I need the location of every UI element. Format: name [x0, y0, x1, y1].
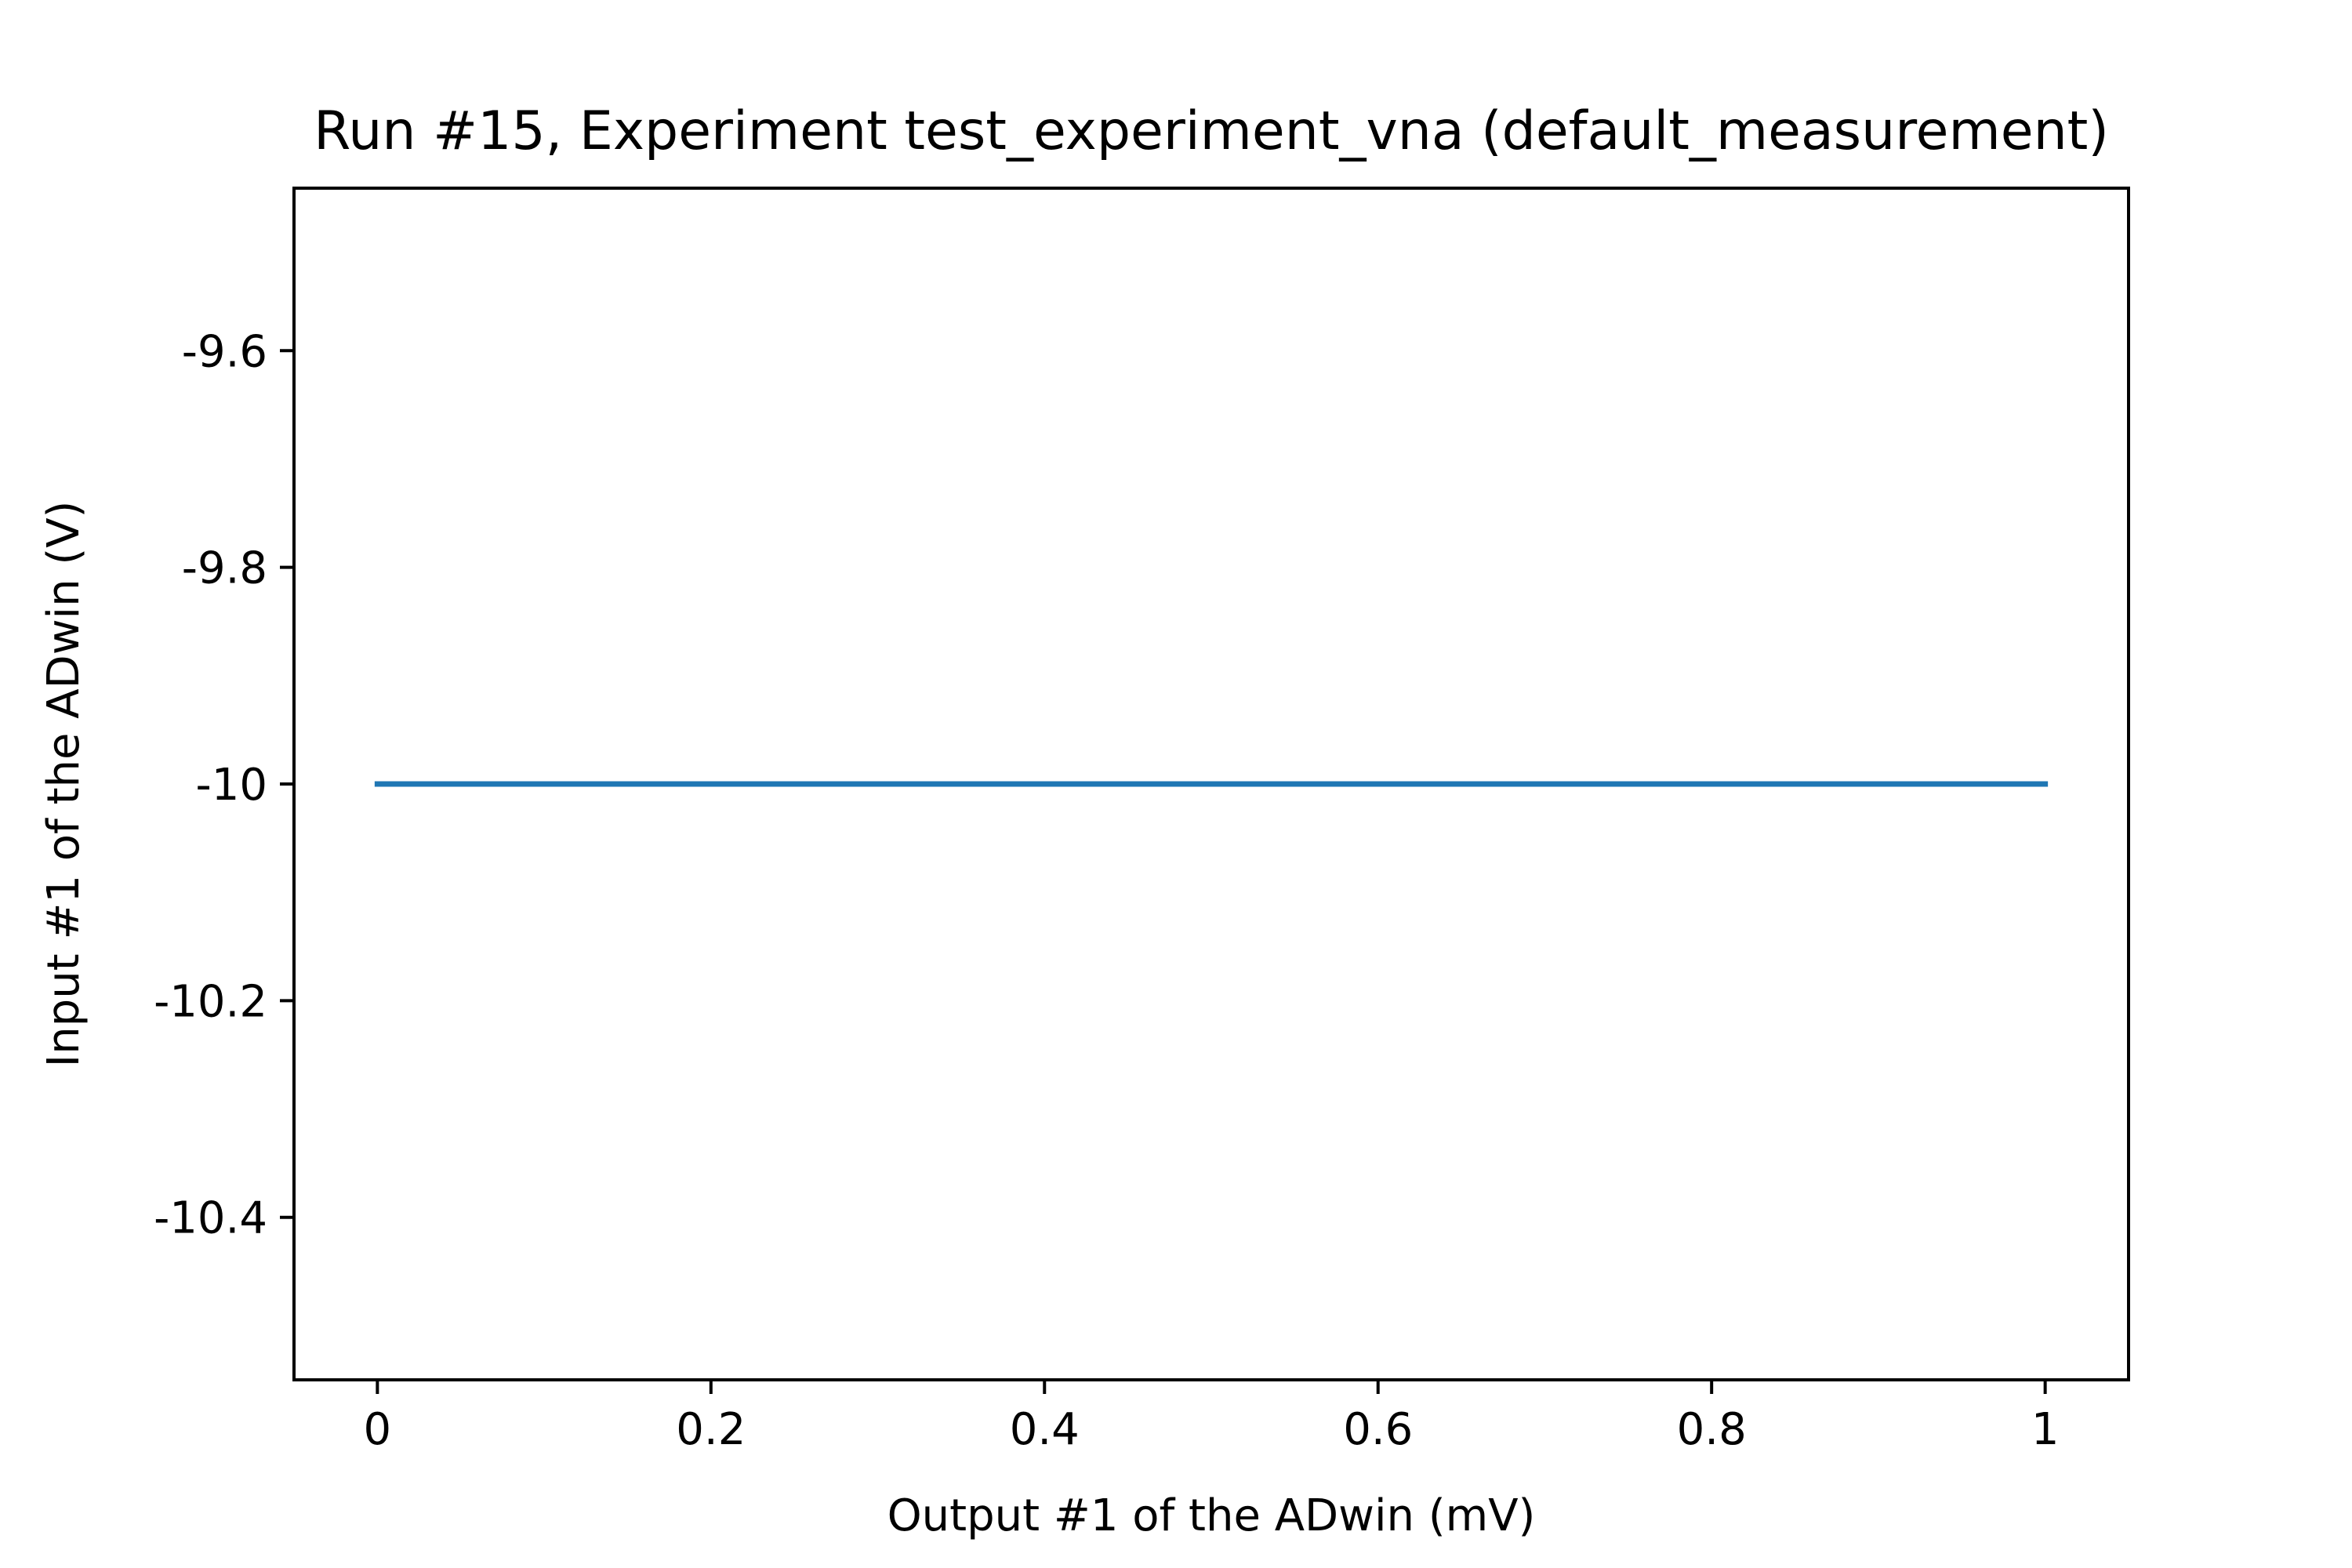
- y-axis-label: Input #1 of the ADwin (V): [38, 501, 89, 1068]
- y-tick-label: -10.2: [154, 976, 267, 1027]
- y-tick-label: -10.4: [154, 1193, 267, 1244]
- y-axis: -9.6 -9.8 -10 -10.2 -10.4: [154, 326, 294, 1244]
- x-tick-label: 0.4: [1010, 1404, 1080, 1455]
- x-axis-label: Output #1 of the ADwin (mV): [887, 1490, 1536, 1541]
- axes-frame: [292, 187, 2130, 1381]
- y-tick-label: -10: [196, 760, 267, 811]
- x-tick-label: 1: [2031, 1404, 2060, 1455]
- x-tick-label: 0: [364, 1404, 392, 1455]
- chart-title: Run #15, Experiment test_experiment_vna …: [314, 100, 2109, 162]
- x-tick-label: 0.8: [1677, 1404, 1747, 1455]
- x-axis: 0 0.2 0.4 0.6 0.8 1: [364, 1380, 2060, 1455]
- y-tick-label: -9.6: [182, 326, 267, 377]
- x-tick-label: 0.2: [676, 1404, 746, 1455]
- x-tick-label: 0.6: [1343, 1404, 1413, 1455]
- y-tick-label: -9.8: [182, 543, 267, 594]
